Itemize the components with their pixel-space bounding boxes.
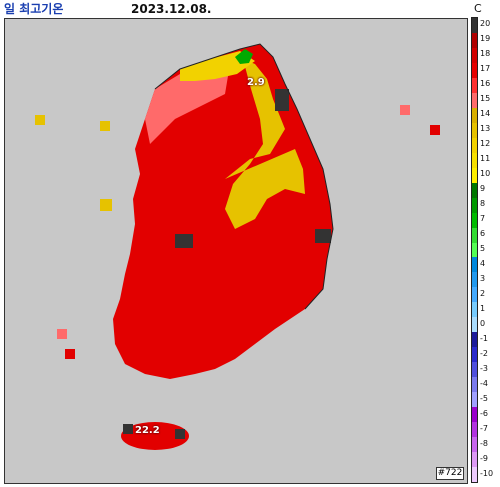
hotspot-cell bbox=[275, 89, 289, 111]
map-date: 2023.12.08. bbox=[131, 2, 212, 16]
legend-tick-label: -5 bbox=[480, 393, 488, 403]
legend-tick-label: 20 bbox=[480, 19, 491, 29]
legend-tick-label: -1 bbox=[480, 333, 488, 343]
map-canvas bbox=[35, 43, 440, 450]
legend-tick-label: 6 bbox=[480, 229, 486, 239]
island-cell bbox=[35, 115, 45, 125]
legend-tick-label: 18 bbox=[480, 49, 491, 59]
legend-tick-label: -8 bbox=[480, 438, 488, 448]
legend-swatch bbox=[472, 392, 477, 408]
legend-tick-label: 19 bbox=[480, 34, 491, 44]
legend-swatch bbox=[472, 107, 477, 123]
legend-swatch bbox=[472, 317, 477, 333]
legend-swatch bbox=[472, 272, 477, 288]
unit-label: C bbox=[474, 2, 482, 15]
legend-tick-label: 16 bbox=[480, 79, 491, 89]
island-cell bbox=[430, 125, 440, 135]
legend-bar bbox=[471, 17, 478, 483]
legend-swatch bbox=[472, 287, 477, 303]
jeju-hot-cell bbox=[123, 424, 133, 434]
legend-tick-label: 9 bbox=[480, 184, 486, 194]
legend-swatch bbox=[472, 182, 477, 198]
legend-swatch bbox=[472, 77, 477, 93]
legend-swatch bbox=[472, 242, 477, 258]
legend-swatch bbox=[472, 212, 477, 228]
northern-pink-zone bbox=[145, 64, 230, 144]
map-id-badge: #722 bbox=[436, 467, 464, 480]
legend-tick-label: -2 bbox=[480, 348, 488, 358]
legend-tick-label: 10 bbox=[480, 169, 491, 179]
cold-green-patch bbox=[235, 49, 253, 64]
legend-swatch bbox=[472, 62, 477, 78]
legend-swatch bbox=[472, 152, 477, 168]
legend-swatch bbox=[472, 47, 477, 63]
legend-swatch bbox=[472, 332, 477, 348]
legend-swatch bbox=[472, 197, 477, 213]
station-label-jeju: 22.2 bbox=[135, 425, 160, 436]
legend-tick-label: 17 bbox=[480, 64, 491, 74]
legend-tick-label: 15 bbox=[480, 94, 491, 104]
legend-tick-label: 12 bbox=[480, 139, 491, 149]
legend-swatch bbox=[472, 92, 477, 108]
legend-tick-label: 4 bbox=[480, 258, 486, 268]
legend-swatch bbox=[472, 167, 477, 183]
hotspot-cell bbox=[175, 234, 193, 248]
legend-swatch bbox=[472, 18, 477, 33]
legend-tick-label: -9 bbox=[480, 453, 488, 463]
temperature-map[interactable]: 2.9 22.2 #722 bbox=[4, 18, 468, 484]
island-cell bbox=[100, 121, 110, 131]
legend-swatch bbox=[472, 422, 477, 438]
legend-tick-label: 1 bbox=[480, 303, 486, 313]
legend-swatch bbox=[472, 377, 477, 393]
legend-swatch bbox=[472, 407, 477, 423]
legend-tick-label: 14 bbox=[480, 109, 491, 119]
color-legend: 20 19 18 17 16 15 14 13 12 11 10 9 8 7 6 5 4 3 2 1 0 -1 -2 -3 -4… bbox=[471, 17, 500, 483]
legend-swatch bbox=[472, 437, 477, 453]
station-label-north: 2.9 bbox=[247, 77, 265, 88]
island-cell bbox=[100, 199, 112, 211]
dokdo-cell bbox=[400, 105, 410, 115]
legend-swatch bbox=[472, 137, 477, 153]
mountain-yellow-zone bbox=[225, 59, 305, 229]
legend-swatch bbox=[472, 347, 477, 363]
legend-tick-label: 2 bbox=[480, 288, 486, 298]
legend-swatch bbox=[472, 302, 477, 318]
coastline bbox=[154, 43, 334, 310]
legend-swatch bbox=[472, 362, 477, 378]
legend-swatch bbox=[472, 227, 477, 243]
legend-tick-label: 3 bbox=[480, 273, 486, 283]
legend-tick-label: -7 bbox=[480, 423, 488, 433]
legend-tick-label: -10 bbox=[480, 468, 494, 478]
legend-swatch bbox=[472, 122, 477, 138]
legend-tick-label: 11 bbox=[480, 154, 491, 164]
island-cell bbox=[65, 349, 75, 359]
legend-tick-label: -4 bbox=[480, 378, 488, 388]
legend-tick-label: 0 bbox=[480, 318, 486, 328]
legend-swatch bbox=[472, 467, 477, 483]
page-title: 일 최고기온 bbox=[4, 2, 64, 16]
hotspot-cell bbox=[315, 229, 331, 243]
jeju-hot-cell bbox=[175, 429, 185, 439]
legend-tick-label: 13 bbox=[480, 124, 491, 134]
legend-tick-label: -6 bbox=[480, 408, 488, 418]
legend-tick-label: -3 bbox=[480, 363, 488, 373]
island-cell bbox=[57, 329, 67, 339]
legend-tick-label: 7 bbox=[480, 214, 486, 224]
jeju-island bbox=[121, 422, 189, 450]
legend-swatch bbox=[472, 32, 477, 48]
legend-tick-label: 8 bbox=[480, 199, 486, 209]
legend-swatch bbox=[472, 452, 477, 468]
legend-swatch bbox=[472, 257, 477, 273]
legend-tick-label: 5 bbox=[480, 244, 486, 253]
